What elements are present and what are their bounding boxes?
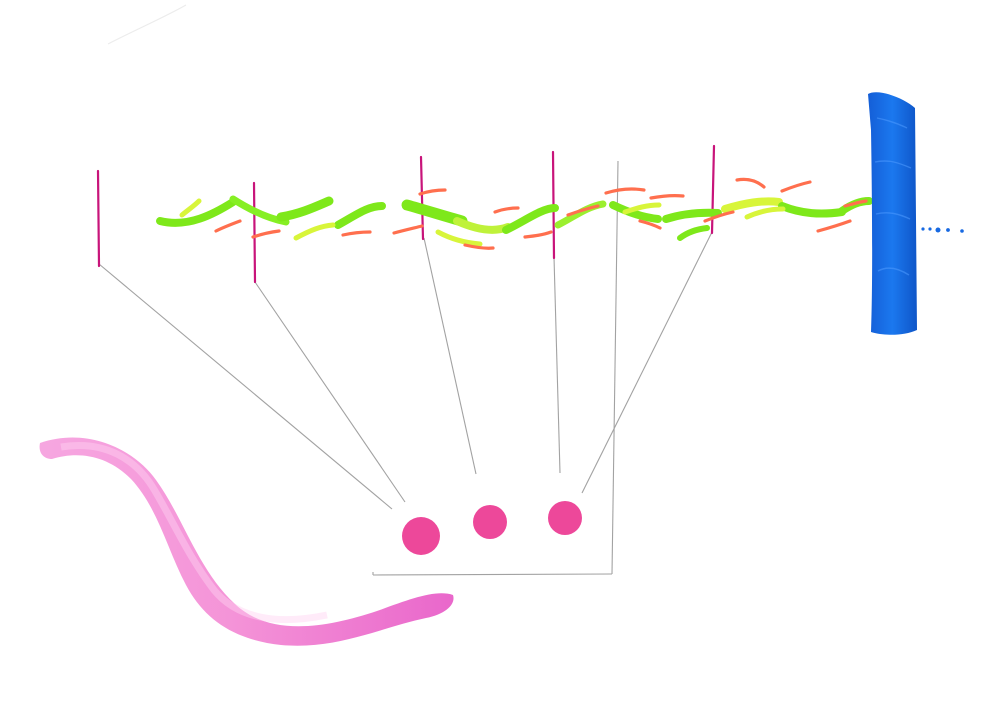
pink-dots: [402, 501, 582, 555]
magenta-line-5: [710, 144, 716, 235]
pencil-line-3: [423, 237, 477, 475]
blue-dots: [921, 227, 964, 233]
magenta-line-1: [96, 169, 101, 268]
pencil-line-5: [581, 231, 713, 494]
blue-block-texture: [874, 117, 912, 276]
green-yellow-wavy-band: [156, 195, 873, 247]
pencil-baseline: [372, 573, 613, 576]
pink-brush-highlight: [60, 442, 328, 624]
paper-arc: [107, 4, 187, 45]
pink-dot-2: [473, 505, 507, 539]
pencil-line-6: [611, 160, 619, 575]
pencil-line-1: [98, 263, 393, 510]
magenta-line-2: [252, 181, 257, 284]
pencil-line-4: [553, 256, 561, 474]
pink-dot-1: [402, 517, 440, 555]
orange-dashed-wave: [214, 177, 868, 250]
pencil-line-2: [254, 281, 406, 503]
pink-dot-3: [548, 501, 582, 535]
pink-brush-stroke: [39, 437, 454, 646]
